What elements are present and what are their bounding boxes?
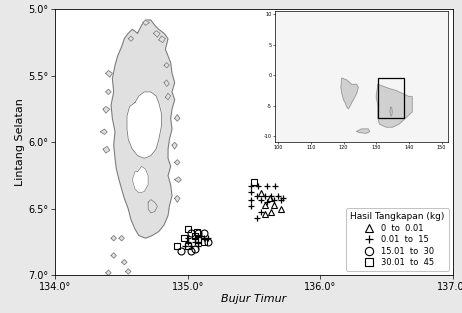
Polygon shape	[357, 129, 370, 133]
Polygon shape	[175, 115, 180, 121]
Polygon shape	[153, 31, 160, 37]
Polygon shape	[159, 36, 165, 43]
Polygon shape	[111, 20, 175, 238]
Polygon shape	[111, 253, 116, 258]
Bar	[378, 78, 404, 118]
Polygon shape	[103, 106, 110, 113]
Polygon shape	[165, 93, 170, 100]
Polygon shape	[127, 92, 161, 158]
Polygon shape	[106, 270, 111, 275]
Polygon shape	[106, 71, 112, 77]
Polygon shape	[143, 20, 150, 25]
Polygon shape	[175, 160, 180, 165]
Polygon shape	[106, 89, 111, 95]
Polygon shape	[148, 200, 158, 213]
Polygon shape	[103, 146, 110, 153]
Polygon shape	[341, 78, 358, 109]
Polygon shape	[126, 269, 131, 274]
Polygon shape	[122, 259, 127, 265]
X-axis label: Bujur Timur: Bujur Timur	[221, 294, 287, 304]
Polygon shape	[164, 63, 170, 68]
Polygon shape	[175, 196, 180, 202]
Polygon shape	[376, 84, 412, 127]
Y-axis label: Lintang Selatan: Lintang Selatan	[15, 99, 25, 186]
Polygon shape	[119, 236, 124, 241]
Polygon shape	[175, 177, 181, 182]
Legend: 0  to  0.01, 0.01  to  15, 15.01  to  30, 30.01  to  45: 0 to 0.01, 0.01 to 15, 15.01 to 30, 30.0…	[346, 208, 449, 271]
Polygon shape	[132, 167, 148, 193]
Polygon shape	[128, 36, 134, 41]
Polygon shape	[100, 129, 107, 135]
Polygon shape	[390, 107, 392, 116]
Polygon shape	[172, 142, 177, 149]
Polygon shape	[111, 236, 116, 241]
Polygon shape	[164, 80, 170, 86]
